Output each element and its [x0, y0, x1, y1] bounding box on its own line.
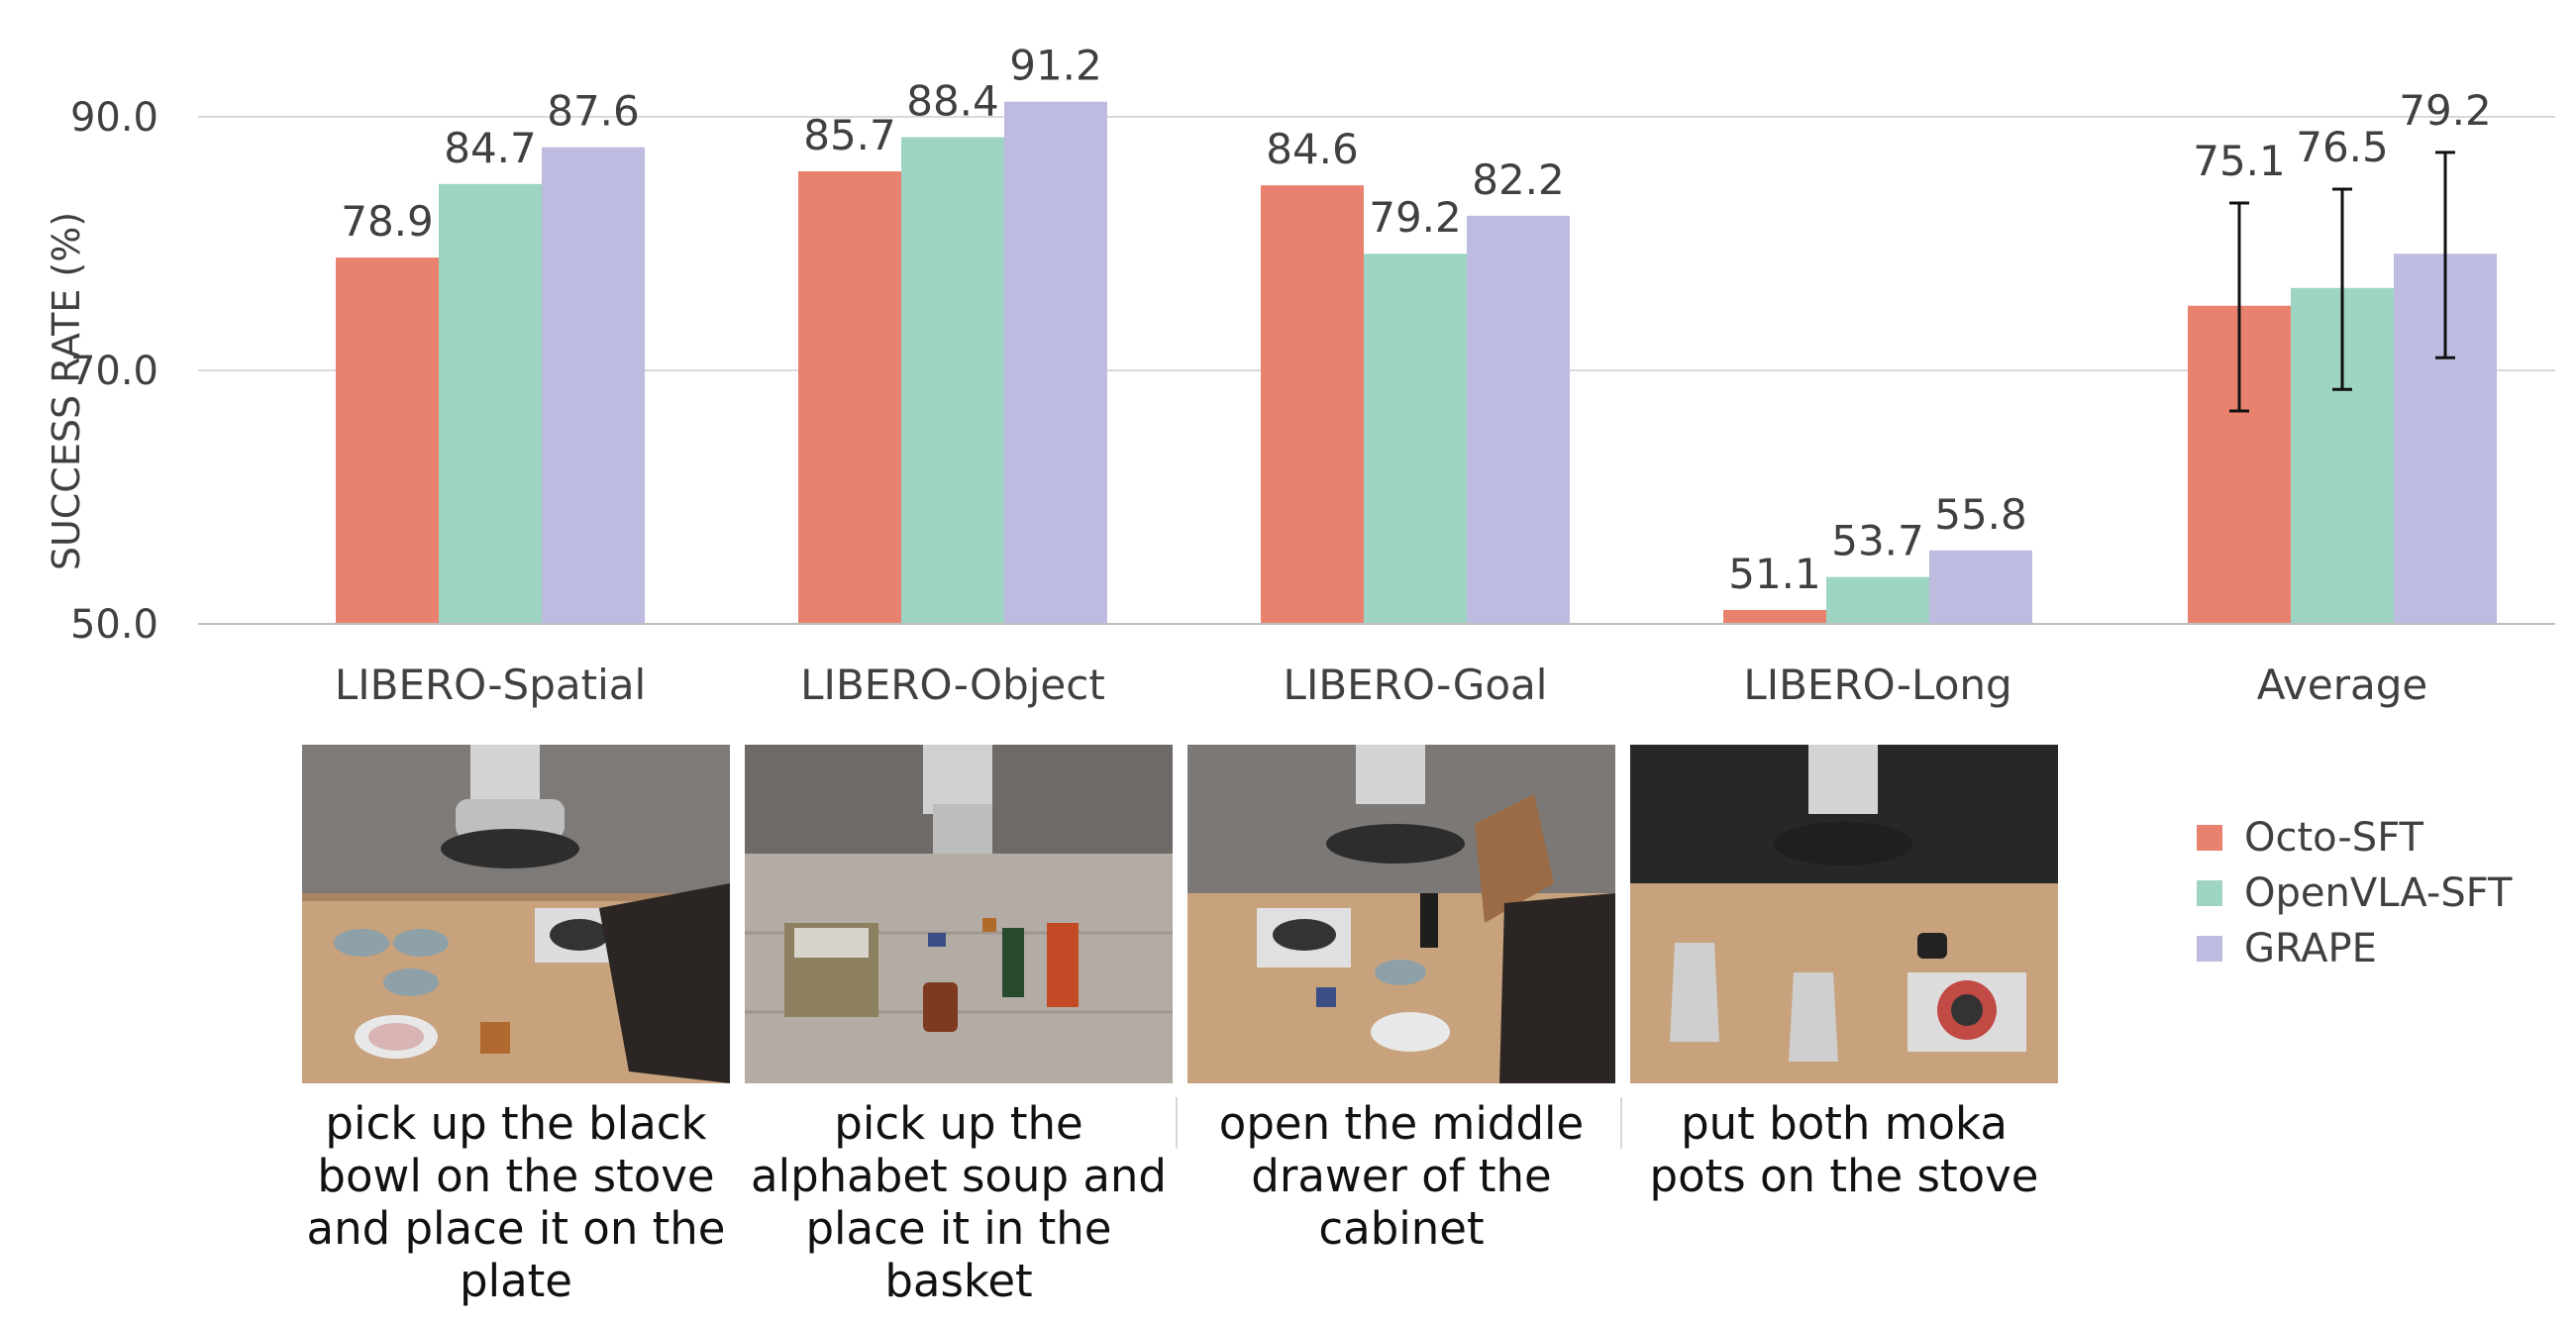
bar: [336, 257, 439, 624]
data-label: 76.5: [2296, 123, 2389, 171]
task-scene-long: [1630, 745, 2058, 1083]
legend-item-octo-sft: Octo-SFT: [2197, 810, 2512, 866]
x-tick-label: LIBERO-Spatial: [335, 661, 646, 709]
bar: [901, 137, 1004, 625]
data-label: 82.2: [1472, 155, 1565, 204]
y-tick-label: 70.0: [70, 349, 158, 394]
task-caption-long: put both moka pots on the stove: [1649, 1097, 2039, 1202]
task-scene-object: [745, 745, 1173, 1083]
legend-label: OpenVLA-SFT: [2244, 870, 2513, 916]
caption-separator: [1176, 1097, 1178, 1149]
bar: [1826, 576, 1929, 624]
legend-swatch: [2197, 825, 2222, 851]
task-scene-goal: [1187, 745, 1615, 1083]
legend-item-grape: GRAPE: [2197, 921, 2512, 976]
x-tick-label: LIBERO-Object: [800, 661, 1105, 709]
x-tick-label: LIBERO-Long: [1743, 661, 2011, 709]
bar-chart: 78.984.787.6 85.788.491.284.679.282.251.1…: [45, 42, 2555, 709]
axes: 50.0 70.0 90.0 LIBERO-Spatial LIBERO-Object L…: [70, 95, 2555, 709]
legend: Octo-SFT OpenVLA-SFT GRAPE: [2197, 810, 2512, 976]
data-label: 87.6: [547, 87, 640, 136]
data-label: 84.7: [444, 124, 537, 172]
task-caption-object: pick up the alphabet soup and place it i…: [751, 1097, 1167, 1307]
legend-swatch: [2197, 936, 2222, 962]
data-label: 78.9: [341, 197, 434, 246]
bar: [542, 147, 645, 624]
bar: [1723, 609, 1826, 624]
legend-item-openvla-sft: OpenVLA-SFT: [2197, 866, 2512, 921]
data-label: 79.2: [1369, 193, 1462, 242]
bar: [1261, 185, 1364, 624]
x-tick-label: LIBERO-Goal: [1284, 661, 1548, 709]
data-label: 51.1: [1728, 550, 1821, 598]
y-axis-title: SUCCESS RATE (%): [45, 212, 88, 570]
data-label: 88.4: [906, 76, 999, 125]
task-caption-spatial: pick up the black bowl on the stove and …: [306, 1097, 726, 1307]
y-tick-label: 90.0: [70, 95, 158, 141]
legend-swatch: [2197, 880, 2222, 906]
task-scene-spatial: [302, 745, 730, 1083]
bar: [1467, 215, 1570, 624]
x-tick-label: Average: [2257, 661, 2427, 709]
legend-label: GRAPE: [2244, 926, 2377, 971]
error-bars: [2229, 151, 2455, 413]
bar: [798, 171, 901, 625]
bar: [1929, 550, 2032, 624]
bar: [1004, 101, 1107, 624]
legend-label: Octo-SFT: [2244, 815, 2423, 861]
data-label: 84.6: [1266, 125, 1359, 173]
caption-separator: [1620, 1097, 1622, 1149]
data-label: 75.1: [2193, 137, 2286, 185]
bar: [1364, 254, 1467, 624]
data-labels: 78.984.787.6 85.788.491.284.679.282.251.1…: [341, 42, 2492, 598]
data-label: 85.7: [803, 111, 896, 159]
bars: [336, 101, 2497, 625]
data-label: 79.2: [2399, 86, 2492, 135]
data-label: 91.2: [1009, 42, 1102, 90]
data-label: 55.8: [1934, 490, 2027, 539]
data-label: 53.7: [1831, 517, 1924, 565]
bar: [439, 183, 542, 624]
y-tick-label: 50.0: [70, 602, 158, 648]
task-caption-goal: open the middle drawer of the cabinet: [1218, 1097, 1585, 1255]
